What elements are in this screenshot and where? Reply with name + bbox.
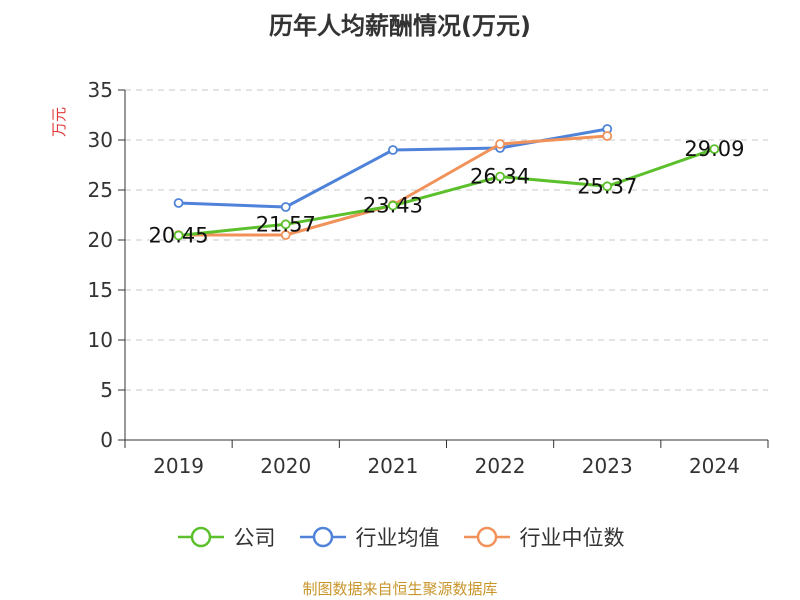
y-tick-label: 35 [88, 78, 113, 102]
data-label: 20.45 [149, 224, 209, 248]
data-label: 21.57 [256, 212, 316, 236]
legend-label: 行业中位数 [519, 526, 625, 550]
legend-label: 行业均值 [355, 526, 440, 550]
y-tick-label: 30 [88, 128, 113, 152]
line-chart: 0 5 10 15 20 25 30 35 2019 2020 2021 2022 2023 2024 2… [50, 78, 769, 478]
axes [118, 89, 769, 448]
series-line-0 [178, 147, 715, 237]
data-point [280, 202, 291, 212]
data-point [388, 145, 398, 155]
data-point [280, 219, 291, 230]
data-point [280, 230, 291, 240]
data-label: 29.09 [684, 137, 744, 161]
tick-labels: 0 5 10 15 20 25 30 35 2019 2020 2021 2022 2023 2024 [88, 78, 740, 478]
chart-title: 历年人均薪酬情况(万元) [269, 12, 531, 40]
x-tick-label: 2019 [153, 454, 204, 478]
y-tick-label: 10 [88, 328, 113, 352]
legend-line-marker-icon [177, 526, 224, 548]
series-lines [173, 124, 720, 241]
y-tick-label: 0 [100, 428, 113, 452]
legend-item-1[interactable]: 行业均值 [298, 522, 440, 552]
data-point [173, 198, 184, 208]
data-point [495, 139, 505, 149]
grid-lines [125, 89, 768, 391]
x-tick-label: 2023 [582, 454, 633, 478]
x-tick-label: 2020 [260, 454, 311, 478]
x-tick-label: 2024 [689, 454, 740, 478]
data-label: 25.37 [577, 174, 637, 198]
x-tick-label: 2021 [367, 454, 418, 478]
data-point [709, 144, 720, 155]
legend-item-0[interactable]: 公司 [176, 522, 276, 552]
legend-label: 公司 [233, 526, 276, 550]
legend: 公司 行业均值 行业中位数 [0, 520, 800, 554]
legend-line-marker-icon [463, 526, 510, 548]
y-tick-label: 20 [88, 228, 113, 252]
data-labels: 20.45 21.57 23.43 26.34 25.37 29.09 [149, 137, 745, 247]
y-tick-label: 25 [88, 178, 113, 202]
x-tick-label: 2022 [475, 454, 526, 478]
source-note: 制图数据来自恒生聚源数据库 [302, 580, 498, 598]
data-label: 23.43 [363, 194, 423, 218]
y-tick-label: 5 [100, 378, 113, 402]
data-point [173, 230, 184, 241]
data-point [495, 171, 505, 182]
data-point [388, 200, 398, 211]
data-point [602, 181, 613, 192]
y-axis-label: 万元 [50, 107, 68, 137]
legend-item-2[interactable]: 行业中位数 [462, 522, 625, 552]
y-tick-label: 15 [88, 278, 113, 302]
data-point [602, 131, 613, 141]
data-label: 26.34 [470, 165, 530, 189]
legend-line-marker-icon [299, 526, 346, 548]
